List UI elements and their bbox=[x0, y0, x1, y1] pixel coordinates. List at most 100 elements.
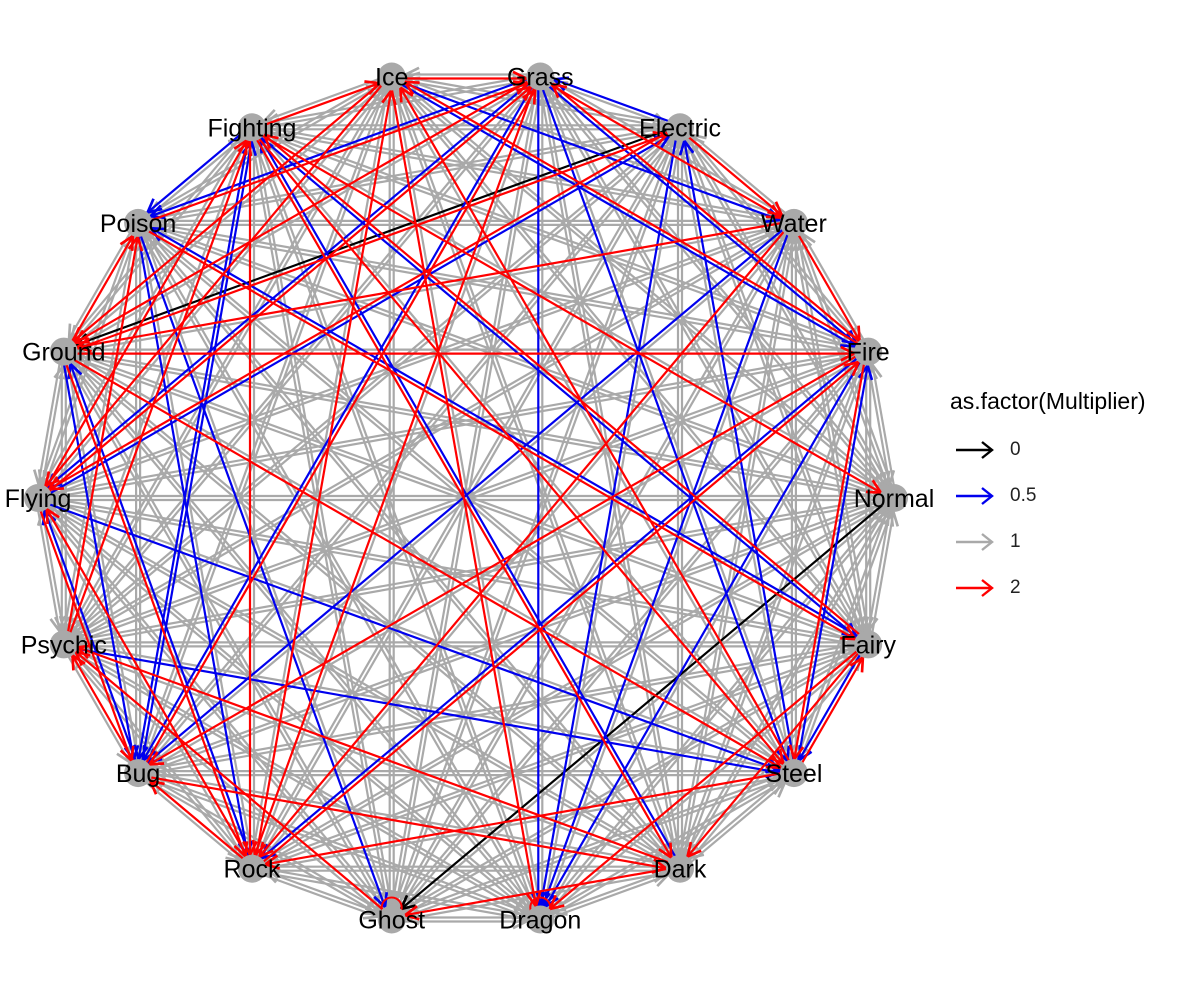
node-grass bbox=[526, 62, 555, 91]
node-poison bbox=[124, 208, 153, 237]
node-label-normal: Normal bbox=[854, 485, 935, 513]
edge-dark-to-fighting bbox=[261, 139, 683, 869]
edge-fighting-to-bug bbox=[139, 126, 252, 759]
edge-psychic-to-fighting bbox=[64, 141, 249, 646]
edge-normal-to-ground bbox=[78, 352, 895, 498]
edge-grass-to-bug bbox=[143, 74, 540, 761]
edge-ghost-to-flying bbox=[49, 507, 395, 919]
legend-arrow-icon bbox=[956, 441, 994, 459]
edge-water-to-dark bbox=[681, 222, 793, 855]
legend-title: as.factor(Multiplier) bbox=[950, 388, 1146, 414]
edge-steel-to-electric bbox=[684, 141, 797, 773]
edge-bug-to-flying bbox=[45, 511, 142, 773]
edge-ground-to-grass bbox=[64, 85, 529, 355]
edge-steel-to-dragon bbox=[551, 770, 794, 910]
node-ground bbox=[49, 337, 78, 366]
edge-psychic-to-electric bbox=[64, 138, 671, 647]
edge-ghost-to-rock bbox=[266, 872, 393, 919]
node-label-rock: Rock bbox=[224, 856, 281, 884]
edge-psychic-to-steel bbox=[63, 645, 780, 772]
edge-ground-to-poison bbox=[64, 236, 133, 354]
edge-flying-to-fighting bbox=[38, 141, 247, 500]
edge-water-to-dragon bbox=[543, 221, 794, 906]
edge-poison-to-fairy bbox=[136, 223, 855, 639]
edge-ice-to-fire bbox=[390, 77, 855, 346]
node-steel bbox=[779, 759, 808, 788]
edge-electric-to-steel bbox=[676, 127, 790, 760]
edge-psychic-to-flying bbox=[42, 511, 67, 645]
edge-dragon-to-flying bbox=[50, 506, 543, 919]
edge-steel-to-ice bbox=[400, 88, 797, 773]
node-fighting bbox=[238, 113, 266, 142]
edge-dragon-to-ground bbox=[74, 361, 543, 919]
node-dragon bbox=[526, 905, 555, 934]
edge-electric-to-flying bbox=[49, 124, 680, 490]
edge-fire-to-steel bbox=[794, 351, 868, 759]
node-label-steel: Steel bbox=[765, 760, 822, 788]
legend-label: 2 bbox=[1010, 577, 1021, 598]
node-ice bbox=[377, 62, 406, 91]
edge-fairy-to-ghost bbox=[403, 641, 868, 911]
edge-fighting-to-fairy bbox=[249, 128, 857, 637]
edge-ground-to-rock bbox=[60, 351, 245, 856]
edge-dragon-to-electric bbox=[541, 142, 679, 920]
edge-ice-to-normal bbox=[389, 77, 882, 491]
edge-steel-to-rock bbox=[265, 770, 794, 864]
edge-grass-to-water bbox=[538, 77, 780, 217]
edge-electric-to-grass bbox=[554, 79, 682, 127]
edge-ghost-to-psychic bbox=[76, 652, 394, 919]
edge-ground-to-steel bbox=[62, 352, 781, 768]
node-label-fighting: Fighting bbox=[208, 114, 297, 142]
edge-rock-to-grass bbox=[252, 90, 538, 870]
edge-rock-to-poison bbox=[143, 236, 256, 869]
edge-grass-to-ground bbox=[75, 73, 540, 343]
node-label-dark: Dark bbox=[654, 856, 707, 884]
legend-arrow-icon bbox=[956, 487, 994, 505]
edge-psychic-to-normal bbox=[64, 502, 880, 648]
edge-ground-to-fairy bbox=[62, 352, 854, 642]
edge-grass-to-rock bbox=[255, 75, 540, 855]
edge-fairy-to-grass bbox=[549, 88, 871, 644]
edge-bug-to-ground bbox=[68, 365, 142, 773]
edge-dark-to-ice bbox=[398, 89, 683, 869]
node-fire bbox=[854, 337, 883, 366]
edge-dark-to-dragon bbox=[553, 865, 680, 913]
edge-dragon-to-bug bbox=[152, 776, 542, 919]
node-label-fire: Fire bbox=[847, 339, 890, 367]
edge-flying-to-steel bbox=[36, 498, 780, 770]
edge-bug-to-water bbox=[138, 233, 784, 776]
node-label-ice: Ice bbox=[375, 64, 408, 92]
legend-item-2: 2 bbox=[950, 565, 1146, 611]
edge-rock-to-bug bbox=[150, 781, 255, 868]
edge-fighting-to-ice bbox=[252, 83, 380, 131]
edge-fairy-to-bug bbox=[152, 641, 868, 768]
edge-ground-to-ice bbox=[64, 87, 382, 354]
edge-fairy-to-rock bbox=[265, 641, 868, 863]
node-water bbox=[779, 208, 808, 237]
edge-rock-to-fire bbox=[252, 362, 858, 872]
edge-normal-to-ghost bbox=[401, 495, 894, 910]
edge-bug-to-fire bbox=[138, 360, 857, 776]
edge-fairy-to-normal bbox=[869, 512, 893, 645]
node-label-fairy: Fairy bbox=[840, 631, 896, 659]
node-label-poison: Poison bbox=[100, 210, 176, 238]
legend-item-0: 0 bbox=[950, 427, 1146, 473]
node-fairy bbox=[854, 630, 883, 659]
edge-steel-to-fighting bbox=[263, 137, 797, 773]
edge-bug-to-psychic bbox=[73, 656, 141, 773]
edge-fighting-to-dark bbox=[249, 127, 671, 857]
edge-dark-to-flying bbox=[51, 503, 682, 868]
edge-flying-to-fairy bbox=[37, 498, 854, 644]
edge-steel-to-ghost bbox=[404, 770, 794, 913]
node-label-water: Water bbox=[761, 210, 827, 238]
edge-bug-to-fighting bbox=[139, 142, 251, 774]
edge-water-to-psychic bbox=[75, 220, 794, 636]
edge-bug-to-dark bbox=[137, 774, 666, 868]
edge-dark-to-psychic bbox=[78, 647, 682, 868]
node-label-flying: Flying bbox=[5, 485, 72, 513]
edge-ghost-to-electric bbox=[392, 141, 677, 921]
node-label-layer: Normal Fire Water Electric Grass Ice Fighting P… bbox=[5, 64, 935, 935]
node-dark bbox=[666, 854, 694, 883]
legend-item-0.5: 0.5 bbox=[950, 473, 1146, 519]
node-label-ghost: Ghost bbox=[358, 907, 425, 935]
